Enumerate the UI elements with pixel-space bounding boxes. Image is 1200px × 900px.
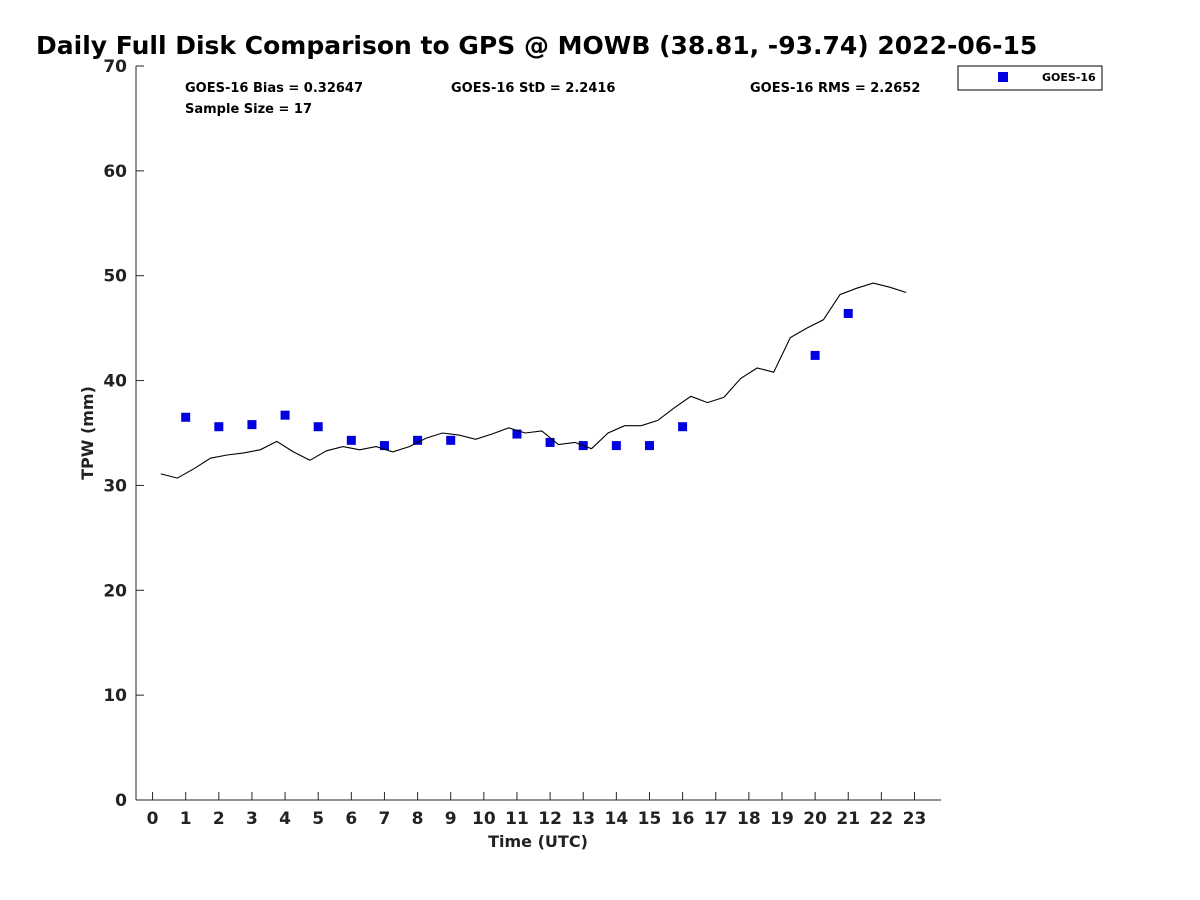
goes16-point (545, 437, 555, 447)
goes16-point (611, 441, 621, 451)
x-tick-label: 19 (770, 809, 794, 829)
x-tick-label: 14 (605, 809, 629, 829)
x-tick-label: 15 (638, 809, 662, 829)
goes16-point (446, 435, 456, 445)
x-tick-label: 21 (836, 809, 860, 829)
x-tick-label: 16 (671, 809, 695, 829)
x-tick-label: 13 (571, 809, 595, 829)
x-tick-label: 4 (279, 809, 291, 829)
x-tick-label: 20 (803, 809, 827, 829)
goes16-point (644, 441, 654, 451)
x-tick-label: 22 (870, 809, 894, 829)
x-tick-label: 18 (737, 809, 761, 829)
x-axis: 0 1 2 3 4 5 6 7 8 9 10 11 12 13 14 15 16 17 18 19 20 21 22 23 (147, 792, 927, 829)
goes16-point (843, 308, 853, 318)
x-tick-label: 10 (472, 809, 496, 829)
x-tick-label: 5 (312, 809, 324, 829)
goes16-point (379, 441, 389, 451)
y-tick-label: 10 (103, 686, 127, 706)
stat-std: GOES-16 StD = 2.2416 (451, 81, 615, 96)
goes16-point (346, 435, 356, 445)
x-tick-label: 9 (445, 809, 457, 829)
y-axis-label: TPW (mm) (78, 386, 97, 480)
x-tick-label: 6 (345, 809, 357, 829)
y-tick-label: 20 (103, 581, 127, 601)
legend-label-goes16: GOES-16 (1042, 71, 1096, 84)
goes16-point (181, 412, 191, 422)
stat-rms: GOES-16 RMS = 2.2652 (750, 81, 920, 96)
x-tick-label: 17 (704, 809, 728, 829)
y-axis: 0 10 20 30 40 50 60 70 (103, 57, 144, 811)
legend-box (957, 65, 1103, 91)
chart-title: Daily Full Disk Comparison to GPS @ MOWB… (36, 31, 1037, 60)
x-tick-label: 7 (379, 809, 391, 829)
x-tick-label: 8 (412, 809, 424, 829)
goes16-point (280, 410, 290, 420)
goes16-point (678, 422, 688, 432)
y-tick-label: 60 (103, 162, 127, 182)
goes16-point (247, 420, 257, 430)
legend-marker-goes16 (998, 72, 1008, 82)
goes16-point (413, 435, 423, 445)
stat-bias: GOES-16 Bias = 0.32647 (185, 81, 363, 96)
legend: GOES-16 (957, 65, 1103, 91)
y-tick-label: 70 (103, 57, 127, 77)
goes16-point (512, 429, 522, 439)
goes16-point (313, 422, 323, 432)
goes16-point (214, 422, 224, 432)
y-tick-label: 0 (115, 791, 127, 811)
y-tick-label: 40 (103, 372, 127, 392)
x-tick-label: 1 (180, 809, 192, 829)
stat-sample-size: Sample Size = 17 (185, 102, 312, 117)
y-tick-label: 50 (103, 267, 127, 287)
x-tick-label: 0 (147, 809, 159, 829)
x-tick-label: 23 (903, 809, 927, 829)
series-layer (160, 282, 907, 479)
plot-area (135, 66, 941, 801)
x-tick-label: 11 (505, 809, 529, 829)
y-tick-label: 30 (103, 476, 127, 496)
x-axis-label: Time (UTC) (488, 832, 588, 851)
gps-tpw-line (160, 282, 907, 479)
x-tick-label: 2 (213, 809, 225, 829)
goes16-point (810, 350, 820, 360)
x-tick-label: 3 (246, 809, 258, 829)
x-tick-label: 12 (538, 809, 562, 829)
